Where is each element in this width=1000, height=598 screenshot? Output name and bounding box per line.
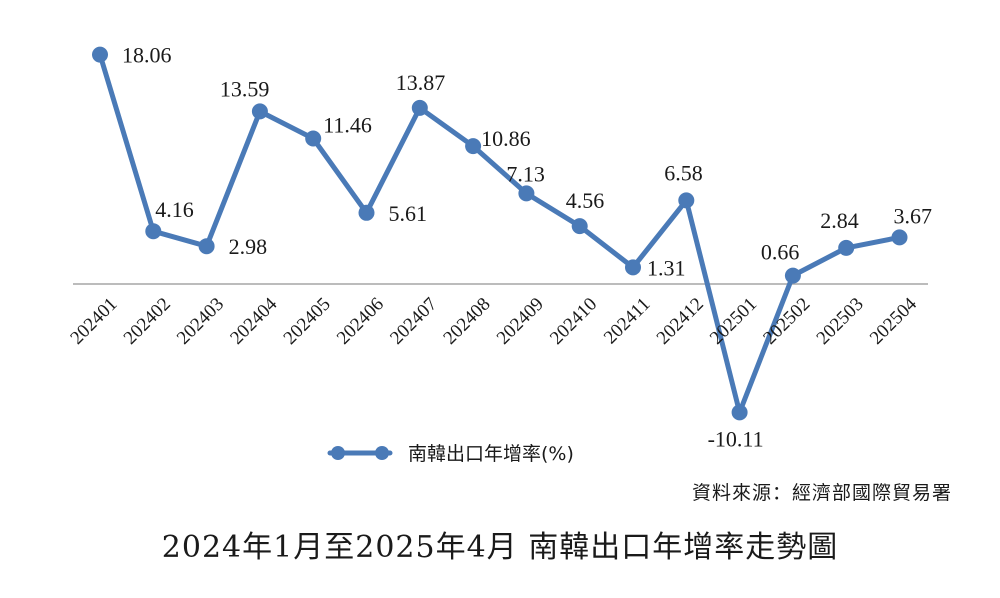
data-label: 18.06 [122,43,172,68]
x-tick-label: 202407 [386,294,441,349]
data-label: 6.58 [664,160,703,185]
series-line-group [97,53,900,415]
x-tick-label: 202406 [333,294,388,349]
x-tick-label: 202403 [173,294,228,349]
data-point [92,46,108,63]
data-label: 2.98 [229,234,268,259]
legend-marker [331,446,345,460]
x-tick-label: 202404 [226,293,282,349]
legend-label: 南韓出口年增率(%) [408,443,574,465]
figure-caption: 2024年1月至2025年4月 南韓出口年增率走勢圖 [161,530,839,565]
x-tick-label: 202408 [439,294,494,349]
data-point [251,103,268,120]
data-label: 5.61 [389,201,428,226]
data-point [731,404,748,421]
data-points [92,46,908,421]
data-label: 4.56 [566,188,605,213]
x-tick-label: 202412 [653,294,708,349]
data-point [198,238,215,255]
data-label: 11.46 [323,113,372,138]
data-point [145,223,162,240]
data-point [411,99,428,116]
data-labels: 18.06 4.16 2.98 13.59 11.46 5.61 13.87 10.86 7.1… [122,43,932,452]
x-tick-label: 202409 [493,294,548,349]
data-point [571,218,588,235]
data-point [518,185,535,202]
data-point [838,239,855,256]
data-label: 0.66 [761,240,800,265]
x-tick-label: 202502 [759,294,814,349]
data-point [358,204,375,221]
x-tick-label: 202405 [280,294,335,349]
data-point [625,259,641,276]
x-tick-label: 202401 [66,294,121,349]
x-tick-label: 202410 [546,294,601,349]
legend: 南韓出口年增率(%) [327,443,574,465]
data-label: 10.86 [481,126,530,151]
x-tick-label: 202504 [866,293,922,349]
x-tick-labels: 2024012024022024032024042024052024062024… [66,293,921,349]
source-note: 資料來源：經濟部國際貿易署 [691,482,952,504]
data-label: 13.87 [396,70,446,95]
data-label: 4.16 [155,197,194,222]
series-line [97,53,900,415]
data-label: -10.11 [708,426,764,451]
data-label: 2.84 [820,208,859,233]
data-label: 3.67 [894,203,933,228]
legend-marker [375,446,389,460]
data-label: 13.59 [220,76,270,101]
data-point [305,130,322,147]
x-tick-label: 202402 [120,294,175,349]
data-label: 1.31 [647,255,686,280]
x-tick-label: 202411 [600,294,655,349]
x-tick-label: 202503 [813,294,868,349]
data-label: 7.13 [506,161,545,186]
data-point [465,138,482,155]
data-point [678,192,695,209]
data-point [784,267,801,284]
data-point [891,229,908,246]
